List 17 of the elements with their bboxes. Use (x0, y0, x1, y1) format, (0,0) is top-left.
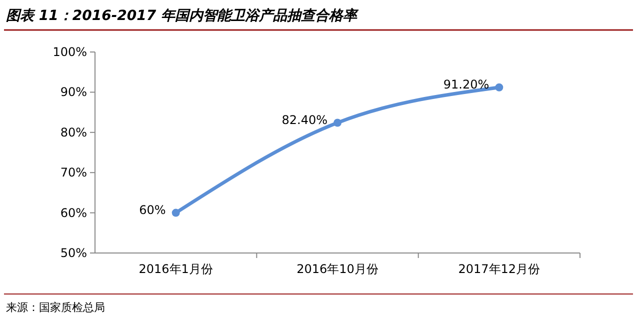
point (172, 208, 180, 217)
y-tick-label: 70% (60, 166, 87, 180)
y-tick-label: 50% (60, 246, 87, 260)
chart-title: 图表 11：2016-2017 年国内智能卫浴产品抽查合格率 (6, 7, 359, 24)
x-tick-label: 2017年12月份 (458, 262, 540, 276)
y-tick-label: 80% (60, 125, 87, 140)
y-tick-label: 60% (60, 206, 87, 220)
point (334, 118, 342, 127)
y-tick-label: 100% (52, 45, 87, 59)
data-label: 60% (139, 202, 166, 217)
data-label: 91.20% (443, 77, 490, 92)
point (495, 83, 504, 92)
x-tick-label: 2016年1月份 (138, 262, 213, 276)
source-note: 来源：国家质检总局 (6, 301, 105, 314)
data-label: 82.40% (282, 112, 328, 127)
x-tick-label: 2016年10月份 (296, 262, 378, 276)
y-tick-label: 90% (60, 85, 87, 100)
